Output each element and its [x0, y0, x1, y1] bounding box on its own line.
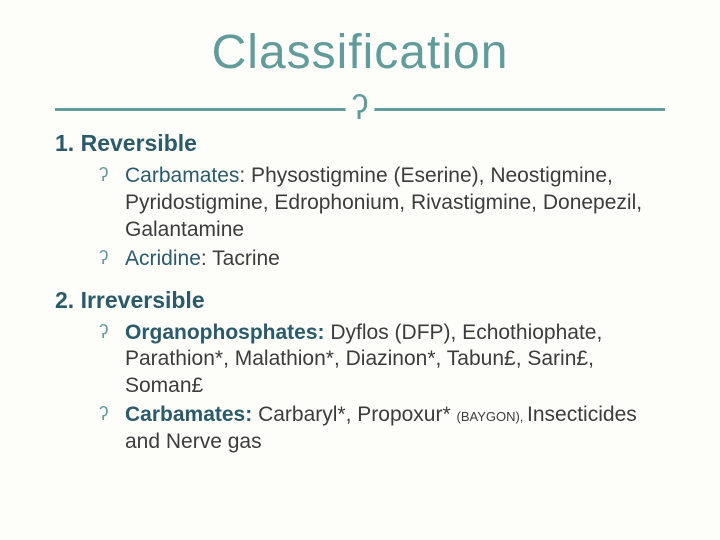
section-list: ReversibleʔCarbamates: Physostigmine (Es… [55, 130, 665, 456]
title-divider: ʔ [55, 92, 665, 124]
bullet-text: (BAYGON), [456, 409, 527, 424]
divider-glyph-icon: ʔ [346, 91, 375, 125]
bullet-glyph-icon: ʔ [99, 164, 109, 188]
bullet-text: Carbaryl*, Propoxur* [252, 403, 456, 426]
slide-title: Classification [55, 25, 665, 80]
bullet-text: : Tacrine [201, 247, 280, 270]
bullet-label: Carbamates [125, 164, 239, 187]
bullet-item: ʔCarbamates: Physostigmine (Eserine), Ne… [99, 163, 665, 244]
section-item: ReversibleʔCarbamates: Physostigmine (Es… [55, 130, 665, 273]
slide: Classification ʔ Reversible ʔ Carbamates : … [0, 0, 720, 540]
bullet-item: ʔ Acridine: Tacrine [99, 246, 665, 273]
section-heading: Reversible [55, 130, 665, 157]
section-heading: Irreversible [55, 287, 665, 314]
bullet-label: Carbamates: [125, 403, 252, 426]
bullet-label: Organophosphates: [125, 321, 325, 344]
bullet-item: ʔ Carbamates: Carbaryl*, Propoxur* (BAYGO… [99, 402, 665, 456]
bullet-label: Acridine [125, 247, 201, 270]
bullet-glyph-icon: ʔ [99, 403, 109, 427]
bullet-item: ʔOrganophosphates: Dyflos (DFP), Echothi… [99, 320, 665, 401]
bullet-list: ʔOrganophosphates: Dyflos (DFP), Echothi… [55, 320, 665, 456]
section-item: IrreversibleʔOrganophosphates: Dyflos (D… [55, 287, 665, 456]
bullet-glyph-icon: ʔ [99, 247, 109, 271]
bullet-list: ʔCarbamates: Physostigmine (Eserine), Ne… [55, 163, 665, 273]
bullet-glyph-icon: ʔ [99, 321, 109, 345]
